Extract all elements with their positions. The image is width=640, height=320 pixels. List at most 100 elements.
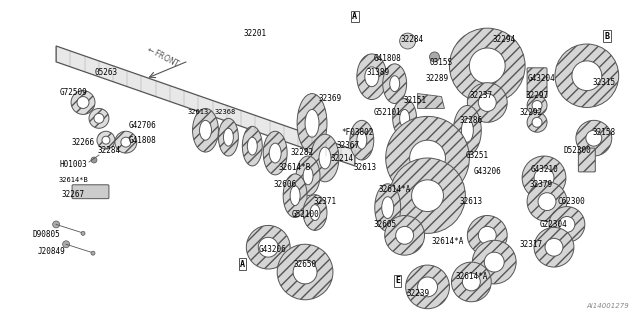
Circle shape bbox=[478, 227, 496, 244]
Circle shape bbox=[102, 136, 110, 144]
Text: 32614*A: 32614*A bbox=[455, 272, 488, 282]
Text: G43210: G43210 bbox=[530, 165, 558, 174]
Text: G52101: G52101 bbox=[374, 108, 401, 117]
Ellipse shape bbox=[350, 120, 374, 160]
Circle shape bbox=[527, 112, 547, 132]
Ellipse shape bbox=[311, 134, 339, 182]
Circle shape bbox=[77, 97, 89, 108]
Ellipse shape bbox=[247, 137, 257, 155]
Text: 32317: 32317 bbox=[520, 240, 543, 249]
Ellipse shape bbox=[453, 106, 481, 155]
Text: 32297: 32297 bbox=[525, 91, 548, 100]
Text: 32267: 32267 bbox=[61, 190, 84, 199]
Circle shape bbox=[527, 182, 567, 221]
Text: 32201: 32201 bbox=[244, 28, 267, 38]
Text: 32237: 32237 bbox=[470, 91, 493, 100]
Circle shape bbox=[462, 273, 480, 291]
Text: A: A bbox=[240, 260, 245, 268]
Text: 32379: 32379 bbox=[529, 180, 552, 189]
Circle shape bbox=[534, 228, 574, 267]
Text: 32151: 32151 bbox=[403, 96, 426, 105]
Circle shape bbox=[467, 83, 507, 122]
Circle shape bbox=[559, 217, 575, 232]
Text: 32371: 32371 bbox=[314, 197, 337, 206]
Circle shape bbox=[586, 130, 602, 146]
Text: 32614*B: 32614*B bbox=[279, 164, 311, 172]
Text: G22304: G22304 bbox=[540, 220, 568, 229]
Text: 32606: 32606 bbox=[273, 180, 297, 189]
Ellipse shape bbox=[290, 186, 300, 206]
Text: O315S: O315S bbox=[430, 58, 453, 67]
Text: A: A bbox=[353, 12, 357, 21]
Text: G41808: G41808 bbox=[374, 54, 401, 63]
Circle shape bbox=[390, 158, 465, 233]
Text: 32605: 32605 bbox=[373, 220, 396, 229]
Ellipse shape bbox=[461, 118, 474, 142]
Circle shape bbox=[532, 117, 542, 127]
Text: G52100: G52100 bbox=[291, 210, 319, 219]
Text: B: B bbox=[604, 32, 609, 41]
Circle shape bbox=[429, 52, 440, 62]
Ellipse shape bbox=[399, 109, 410, 127]
Text: 32158: 32158 bbox=[592, 128, 615, 137]
Text: 05263: 05263 bbox=[94, 68, 118, 77]
Text: D90805: D90805 bbox=[32, 230, 60, 239]
Circle shape bbox=[396, 227, 413, 244]
Text: 31389: 31389 bbox=[366, 68, 389, 77]
Circle shape bbox=[412, 180, 444, 212]
Ellipse shape bbox=[297, 93, 327, 153]
Circle shape bbox=[52, 221, 60, 228]
Circle shape bbox=[121, 137, 131, 147]
Circle shape bbox=[81, 231, 85, 235]
Text: 32614*A: 32614*A bbox=[378, 185, 411, 194]
Text: 32369: 32369 bbox=[318, 94, 342, 103]
Text: 32214: 32214 bbox=[330, 154, 353, 163]
Circle shape bbox=[246, 225, 290, 269]
Text: 32613: 32613 bbox=[353, 164, 376, 172]
Circle shape bbox=[478, 93, 496, 111]
Circle shape bbox=[451, 262, 492, 302]
Circle shape bbox=[417, 277, 438, 297]
Text: D52300: D52300 bbox=[563, 146, 591, 155]
Text: J20849: J20849 bbox=[37, 247, 65, 256]
Text: H01003: H01003 bbox=[60, 160, 87, 170]
FancyBboxPatch shape bbox=[72, 185, 109, 199]
Ellipse shape bbox=[357, 54, 387, 100]
Circle shape bbox=[293, 260, 317, 284]
Text: 32367: 32367 bbox=[336, 140, 360, 150]
Polygon shape bbox=[417, 93, 444, 108]
Ellipse shape bbox=[243, 126, 262, 166]
Text: G72509: G72509 bbox=[60, 88, 87, 97]
Ellipse shape bbox=[200, 120, 211, 140]
Ellipse shape bbox=[383, 64, 406, 103]
Ellipse shape bbox=[223, 128, 234, 146]
Text: 32315: 32315 bbox=[592, 78, 615, 87]
Circle shape bbox=[97, 131, 115, 149]
Circle shape bbox=[94, 113, 104, 123]
Ellipse shape bbox=[296, 156, 320, 196]
Ellipse shape bbox=[218, 118, 238, 156]
Ellipse shape bbox=[310, 204, 320, 220]
Circle shape bbox=[406, 265, 449, 309]
Circle shape bbox=[467, 215, 507, 255]
Ellipse shape bbox=[390, 76, 399, 92]
Text: G41808: G41808 bbox=[129, 136, 157, 145]
Circle shape bbox=[545, 238, 563, 256]
Circle shape bbox=[522, 156, 566, 200]
Circle shape bbox=[555, 44, 619, 108]
Circle shape bbox=[71, 91, 95, 114]
Text: G3251: G3251 bbox=[466, 150, 489, 160]
Text: E: E bbox=[395, 276, 400, 285]
Circle shape bbox=[399, 33, 415, 49]
Ellipse shape bbox=[393, 99, 417, 138]
Circle shape bbox=[572, 61, 602, 91]
Ellipse shape bbox=[319, 147, 331, 169]
Text: 32266: 32266 bbox=[72, 138, 95, 147]
Text: 32286: 32286 bbox=[460, 116, 483, 125]
FancyBboxPatch shape bbox=[579, 148, 595, 172]
Circle shape bbox=[410, 140, 445, 176]
Ellipse shape bbox=[365, 67, 379, 87]
Text: 32613: 32613 bbox=[460, 197, 483, 206]
Circle shape bbox=[63, 241, 70, 248]
Circle shape bbox=[576, 120, 612, 156]
